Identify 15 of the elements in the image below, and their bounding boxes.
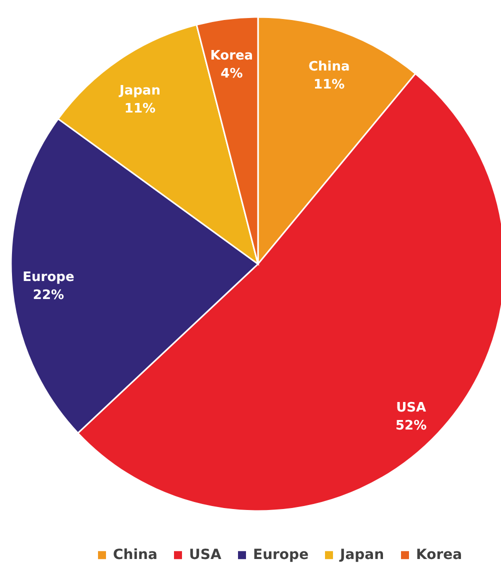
legend-label: Japan [339, 547, 384, 564]
slice-label: China [308, 59, 350, 74]
legend-label: USA [189, 547, 222, 564]
data-label: 11% [124, 101, 156, 116]
slice-label: Korea [210, 48, 254, 64]
legend-label: Korea [416, 547, 462, 564]
data-label: 11% [314, 77, 345, 92]
slice-label: Europe [22, 270, 74, 286]
data-label: 52% [395, 418, 427, 434]
data-label: 22% [32, 288, 64, 304]
slice-label: USA [396, 400, 426, 416]
legend-label: Europe [253, 547, 309, 564]
data-label: 4% [220, 66, 243, 82]
legend-label: China [113, 547, 158, 564]
slice-label: Japan [118, 83, 160, 98]
